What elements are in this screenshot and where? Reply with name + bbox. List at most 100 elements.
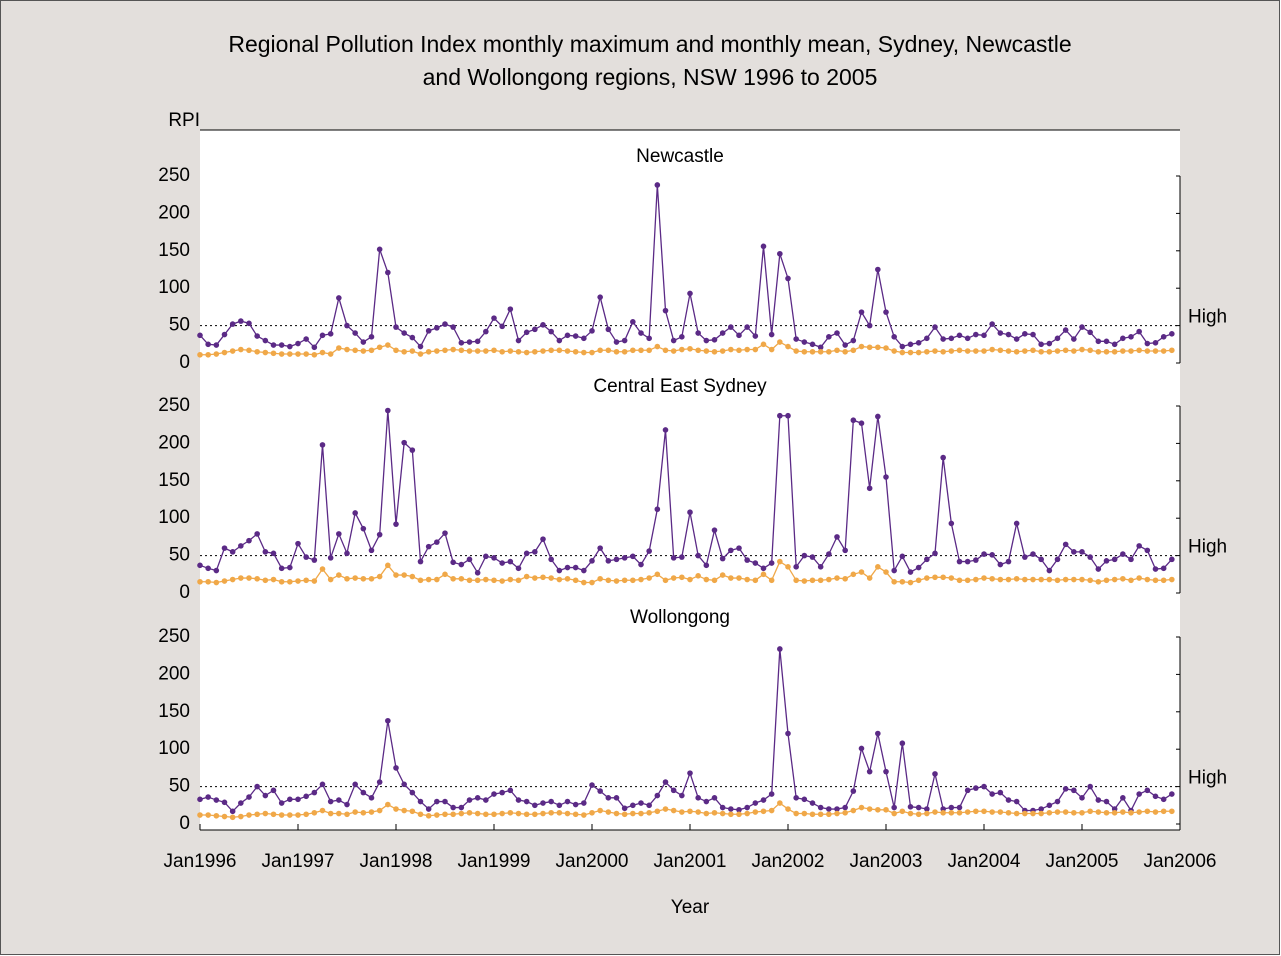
data-point [695,795,701,801]
data-point [1128,577,1134,584]
data-point [213,579,220,586]
data-point [483,348,489,354]
data-point [997,789,1004,796]
data-point [613,339,620,345]
data-point [458,340,465,346]
data-point [785,275,791,282]
data-point [809,341,816,348]
data-point [262,792,269,799]
data-point [499,560,505,566]
data-point [1005,348,1012,354]
y-tick-label: 50 [169,776,190,797]
data-point [768,807,775,814]
plot-area [200,130,1180,830]
data-point [1071,576,1077,583]
data-point [654,182,661,188]
data-point [687,509,693,516]
data-point [948,348,955,354]
data-point [670,575,677,581]
data-point [319,349,326,356]
data-point [417,351,424,357]
data-point [205,341,211,348]
data-point [1030,551,1036,557]
data-point [768,560,775,566]
data-point [801,552,808,559]
data-point [376,573,383,580]
data-point [564,564,571,571]
data-point [858,569,865,575]
y-tick-label: 100 [158,738,190,759]
data-point [344,575,350,582]
data-point [589,328,595,334]
data-point [491,555,497,561]
data-point [1103,798,1110,805]
series-line [199,410,1173,575]
data-point [1128,334,1134,340]
data-point [262,337,269,344]
data-point [907,349,914,356]
data-point [1095,809,1102,815]
data-point [875,730,881,737]
data-point [1087,554,1093,560]
data-point [1062,327,1069,333]
data-point [1136,809,1142,815]
data-point [311,557,318,563]
data-point [1054,348,1061,354]
data-point [540,536,546,542]
data-point [891,810,897,817]
data-point [866,344,873,351]
data-point [760,565,767,572]
data-point [638,561,644,568]
data-point [1169,791,1175,797]
data-point [989,809,995,815]
data-point [425,328,432,334]
data-point [842,348,848,355]
data-point [736,811,742,818]
data-point [981,348,987,354]
data-point [1095,578,1102,585]
data-point [311,789,318,796]
data-point [1046,567,1053,574]
data-point [319,442,326,448]
data-point [605,326,612,333]
data-point [834,347,840,354]
data-point [409,789,416,796]
data-point [278,578,285,585]
data-point [1169,347,1175,354]
data-point [1136,347,1142,354]
data-point [605,577,612,584]
data-point [842,809,848,816]
data-point [662,347,669,354]
data-point [409,447,416,453]
data-point [548,347,554,354]
data-point [205,351,211,358]
data-point [719,348,726,354]
data-point [956,804,963,811]
y-tick-label: 50 [169,315,190,336]
data-point [1169,576,1175,583]
data-point [1054,809,1061,815]
data-point [711,527,718,533]
data-point [393,347,399,354]
data-point [442,811,448,818]
data-point [866,485,873,492]
data-point [278,800,285,806]
data-point [589,558,595,564]
data-point [515,565,522,572]
data-point [229,348,236,354]
data-point [932,550,938,557]
data-point [1022,348,1028,354]
data-point [1062,347,1069,354]
data-point [785,564,791,570]
data-point [434,325,440,331]
data-point [507,576,514,583]
data-point [793,810,799,817]
data-point [883,474,889,480]
data-point [507,558,514,565]
data-point [1013,575,1020,582]
data-point [662,307,669,314]
data-point [932,771,938,777]
data-point [621,555,628,561]
data-point [360,339,367,345]
data-point [752,800,759,806]
